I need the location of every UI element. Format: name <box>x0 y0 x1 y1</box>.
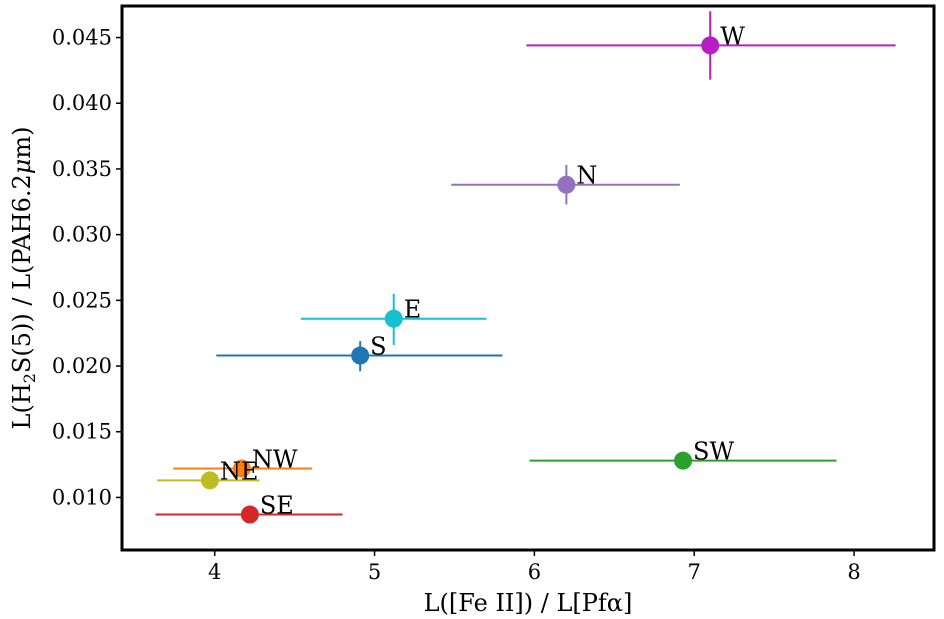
data-marker <box>557 175 576 194</box>
x-tick-label: 7 <box>688 560 701 584</box>
data-marker <box>674 451 693 470</box>
data-point-ne: NE <box>157 457 260 490</box>
plot-frame <box>120 4 936 552</box>
data-label: NW <box>252 446 298 474</box>
x-tick-label: 6 <box>528 560 541 584</box>
data-label: W <box>720 22 745 50</box>
data-point-s: S <box>216 333 503 372</box>
x-axis: 4 5 6 7 8 <box>208 550 861 584</box>
x-axis-label: L([Fe II]) / L[Pfα] <box>424 589 633 617</box>
y-tick-label: 0.045 <box>52 26 112 50</box>
y-tick-label: 0.015 <box>52 420 112 444</box>
data-label: SE <box>260 492 294 520</box>
y-tick-label: 0.010 <box>52 485 112 509</box>
data-marker <box>351 346 370 365</box>
data-label: SW <box>693 438 734 466</box>
data-label: S <box>370 333 386 361</box>
data-point-se: SE <box>155 492 343 524</box>
data-label: NE <box>220 457 259 485</box>
y-tick-label: 0.030 <box>52 223 112 247</box>
data-point-n: N <box>451 162 680 205</box>
data-point-nw: NW <box>173 446 313 478</box>
y-axis: 0.010 0.015 0.020 0.025 0.030 0.035 0.040 0.045 <box>52 26 122 509</box>
x-tick-label: 8 <box>847 560 860 584</box>
y-axis-label: L(H2S(5)) / L(PAH6.2μm) <box>8 127 39 430</box>
data-marker <box>384 309 403 328</box>
data-point-w: W <box>526 11 896 80</box>
x-tick-label: 5 <box>368 560 381 584</box>
data-point-sw: SW <box>529 438 837 470</box>
y-tick-label: 0.040 <box>52 91 112 115</box>
data-marker <box>701 36 720 55</box>
data-label: E <box>404 296 422 324</box>
y-tick-label: 0.035 <box>52 157 112 181</box>
data-marker <box>232 459 251 478</box>
x-tick-label: 4 <box>208 560 221 584</box>
data-marker <box>200 471 219 490</box>
data-marker <box>240 505 259 524</box>
data-point-e: E <box>301 293 487 346</box>
data-label: N <box>576 162 597 190</box>
y-tick-label: 0.020 <box>52 354 112 378</box>
y-tick-label: 0.025 <box>52 288 112 312</box>
